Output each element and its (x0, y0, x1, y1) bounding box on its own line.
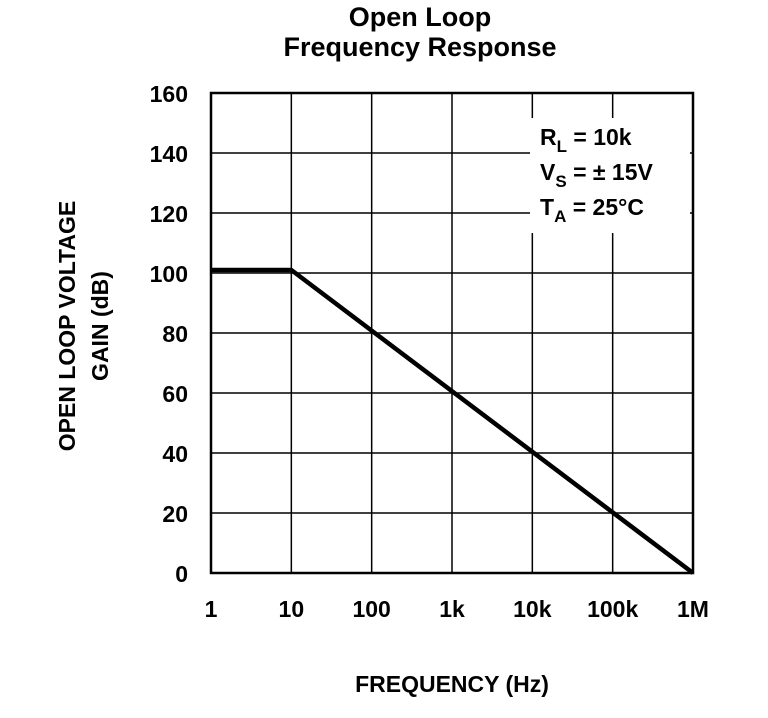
annotation-rest: = 25°C (566, 194, 644, 220)
y-tick-label: 0 (175, 561, 188, 587)
annotation-main: T (540, 194, 554, 220)
x-tick-label: 10 (279, 596, 305, 622)
x-axis-label: FREQUENCY (Hz) (355, 671, 549, 697)
chart-title: Open Loop (349, 2, 491, 32)
annotation-text: VS = ± 15V (540, 159, 653, 191)
y-tick-label: 20 (162, 501, 188, 527)
chart-title: Frequency Response (283, 32, 556, 62)
x-tick-label: 100k (587, 596, 638, 622)
x-tick-label: 1 (205, 596, 218, 622)
y-axis-label: OPEN LOOP VOLTAGE (54, 201, 80, 451)
y-tick-label: 40 (162, 441, 188, 467)
y-tick-label: 140 (150, 141, 188, 167)
y-tick-label: 120 (150, 201, 188, 227)
annotation-main: R (540, 124, 557, 150)
annotation-text: RL = 10k (540, 124, 632, 156)
y-tick-label: 80 (162, 321, 188, 347)
annotation-rest: = 10k (567, 124, 632, 150)
annotation-text: TA = 25°C (540, 194, 644, 226)
x-tick-label: 10k (513, 596, 552, 622)
y-tick-label: 160 (150, 81, 188, 107)
x-tick-label: 100 (352, 596, 390, 622)
x-tick-label: 1M (677, 596, 709, 622)
annotation-rest: = ± 15V (567, 159, 654, 185)
y-tick-label: 60 (162, 381, 188, 407)
y-tick-label: 100 (150, 261, 188, 287)
x-tick-label: 1k (439, 596, 465, 622)
annotation-sub: L (557, 137, 567, 156)
data-line (211, 267, 695, 575)
plot-frame (209, 91, 695, 575)
y-axis-label: GAIN (dB) (87, 271, 113, 381)
annotation-sub: S (555, 172, 566, 191)
annotation-sub: A (554, 207, 566, 226)
annotation-background (530, 118, 690, 233)
annotation-main: V (540, 159, 556, 185)
